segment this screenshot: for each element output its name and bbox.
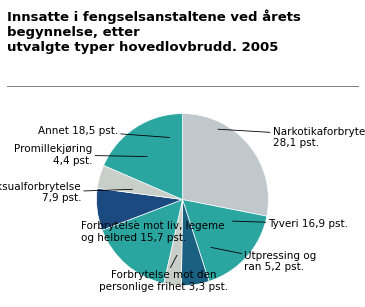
Text: Seksualforbrytelse
7,9 pst.: Seksualforbrytelse 7,9 pst. (0, 182, 132, 204)
Wedge shape (102, 200, 182, 283)
Text: Narkotikaforbrytelse (str.l. § 162)
28,1 pst.: Narkotikaforbrytelse (str.l. § 162) 28,1… (218, 127, 365, 149)
Text: Forbrytelse mot den
personlige frihet 3,3 pst.: Forbrytelse mot den personlige frihet 3,… (99, 255, 228, 292)
Text: Forbrytelse mot liv, legeme
og helbred 15,7 pst.: Forbrytelse mot liv, legeme og helbred 1… (81, 221, 224, 243)
Text: Annet 18,5 pst.: Annet 18,5 pst. (38, 126, 169, 138)
Text: Utpressing og
ran 5,2 pst.: Utpressing og ran 5,2 pst. (211, 247, 317, 272)
Wedge shape (97, 165, 182, 200)
Wedge shape (164, 200, 182, 286)
Wedge shape (182, 114, 269, 216)
Wedge shape (104, 114, 182, 200)
Wedge shape (181, 200, 209, 286)
Wedge shape (182, 200, 267, 281)
Text: Tyveri 16,9 pst.: Tyveri 16,9 pst. (233, 219, 349, 229)
Text: Promillekjøring
4,4 pst.: Promillekjøring 4,4 pst. (14, 144, 147, 166)
Text: Innsatte i fengselsanstaltene ved årets begynnelse, etter
utvalgte typer hovedlo: Innsatte i fengselsanstaltene ved årets … (7, 9, 301, 54)
Wedge shape (96, 188, 182, 230)
